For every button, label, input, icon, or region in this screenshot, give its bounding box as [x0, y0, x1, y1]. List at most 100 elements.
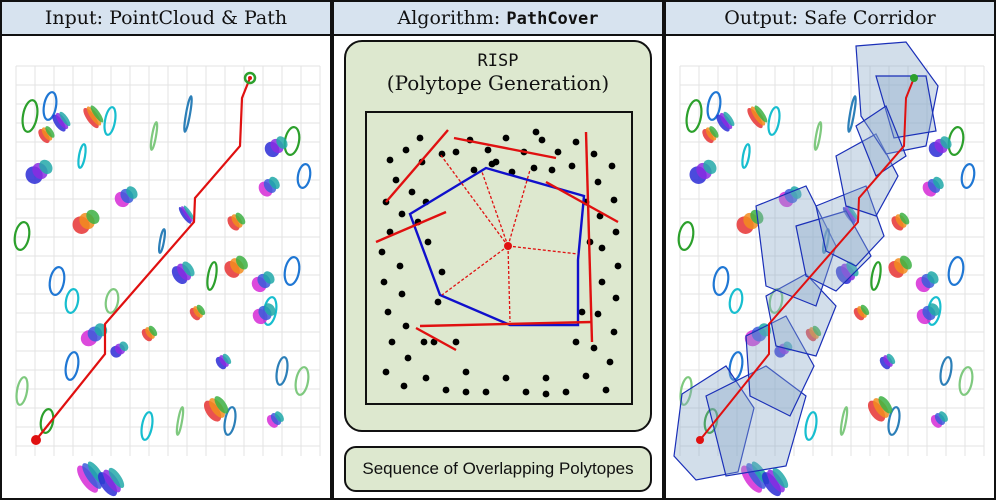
- blob-obstacle: [38, 126, 55, 144]
- input-scene: [2, 36, 330, 498]
- blob-part: [845, 206, 857, 222]
- obstacle-point: [408, 188, 416, 196]
- blob-obstacle: [888, 255, 912, 278]
- risp-code: RISP: [477, 51, 519, 71]
- goal-point-dot: [248, 76, 252, 80]
- blob-obstacle: [891, 212, 910, 231]
- obstacle-point: [398, 290, 406, 298]
- ring-obstacle: [703, 408, 719, 434]
- blob-obstacle: [915, 271, 939, 293]
- blob-obstacle: [227, 212, 246, 231]
- ring-obstacle: [15, 376, 29, 406]
- obstacle-point: [602, 386, 610, 394]
- obstacle-point: [610, 196, 618, 204]
- obstacle-point: [530, 164, 538, 172]
- obstacle-point: [484, 146, 492, 154]
- blob-part: [196, 304, 206, 316]
- obstacle-point: [502, 134, 510, 142]
- ring-obstacle: [183, 95, 193, 133]
- obstacle-point: [462, 368, 470, 376]
- obstacle-point: [482, 388, 490, 396]
- obstacle-point: [434, 298, 442, 306]
- ring-obstacle: [149, 121, 159, 151]
- corridor-polytope: [745, 315, 815, 417]
- blob-obstacle: [178, 205, 195, 224]
- blob-part: [276, 136, 288, 149]
- corridor-polytope: [855, 41, 939, 155]
- obstacle-point: [578, 308, 586, 316]
- ring-obstacle: [223, 406, 237, 436]
- halfplane-boundary: [545, 180, 619, 224]
- blob-part: [86, 106, 102, 126]
- ring-obstacle: [158, 228, 166, 254]
- blob-part: [702, 129, 714, 144]
- obstacle-point: [532, 128, 540, 136]
- blob-part: [148, 325, 158, 337]
- output-panel-title: Output: Safe Corridor: [666, 2, 994, 36]
- halfplane-boundary: [375, 210, 447, 244]
- floor-grid: [679, 65, 985, 456]
- blob-obstacle: [747, 105, 768, 129]
- obstacle-point: [542, 390, 550, 398]
- blob-obstacle: [805, 325, 822, 342]
- blob-part: [82, 463, 102, 489]
- blob-obstacle: [922, 176, 944, 197]
- obstacle-point: [430, 338, 438, 346]
- ring-obstacle: [39, 408, 55, 434]
- obstacle-point: [382, 368, 390, 376]
- blob-obstacle: [853, 304, 870, 321]
- obstacle-point: [378, 248, 386, 256]
- blob-obstacle: [52, 111, 71, 132]
- blob-part: [59, 111, 71, 127]
- risp-diagram: [365, 111, 633, 405]
- blob-part: [274, 411, 284, 422]
- ring-obstacle: [847, 95, 857, 133]
- blob-part: [108, 467, 125, 488]
- obstacle-point: [492, 158, 500, 166]
- blob-part: [209, 398, 225, 418]
- obstacle-point: [462, 388, 470, 396]
- blob-part: [860, 304, 870, 316]
- blob-part: [873, 398, 889, 418]
- blob-part: [90, 105, 104, 123]
- ring-obstacle: [104, 288, 120, 314]
- obstacle-point: [562, 388, 570, 396]
- obstacle-point: [572, 138, 580, 146]
- input-panel: Input: PointCloud & Path: [0, 0, 332, 500]
- input-panel-title: Input: PointCloud & Path: [2, 2, 330, 36]
- blob-obstacle: [171, 261, 195, 285]
- blob-part: [709, 126, 719, 138]
- corridor-polytope: [765, 273, 837, 357]
- ring-obstacle: [677, 221, 695, 251]
- obstacle-point: [606, 358, 614, 366]
- obstacle-point: [396, 262, 404, 270]
- blob-part: [263, 271, 275, 284]
- ring-obstacle: [712, 266, 730, 296]
- blob-obstacle: [264, 136, 288, 158]
- ring-obstacle: [206, 261, 218, 291]
- obstacle-point: [470, 166, 478, 174]
- blob-obstacle: [252, 303, 276, 325]
- obstacle-point: [438, 268, 446, 276]
- safe-corridor: [673, 41, 939, 481]
- blob-obstacle: [203, 396, 229, 422]
- algorithm-panel: Algorithm: PathCover RISP (Polytope Gene…: [332, 0, 664, 500]
- blob-part: [219, 355, 229, 367]
- corridor-polytope: [815, 185, 885, 267]
- blob-part: [940, 136, 952, 149]
- blob-part: [119, 341, 129, 352]
- obstacle-point: [380, 278, 388, 286]
- halfplane-boundary: [385, 129, 449, 203]
- ray-to-obstacle: [507, 245, 579, 255]
- blob-obstacle: [716, 111, 735, 132]
- obstacle-point: [542, 374, 550, 382]
- obstacle-point: [424, 238, 432, 246]
- blob-part: [145, 327, 155, 339]
- ray-to-obstacle: [507, 169, 531, 247]
- ring-obstacle: [939, 356, 953, 386]
- blob-obstacle: [258, 176, 280, 197]
- blob-part: [45, 126, 55, 138]
- obstacle-point: [452, 338, 460, 346]
- ring-obstacle: [13, 221, 31, 251]
- blob-obstacle: [266, 411, 284, 428]
